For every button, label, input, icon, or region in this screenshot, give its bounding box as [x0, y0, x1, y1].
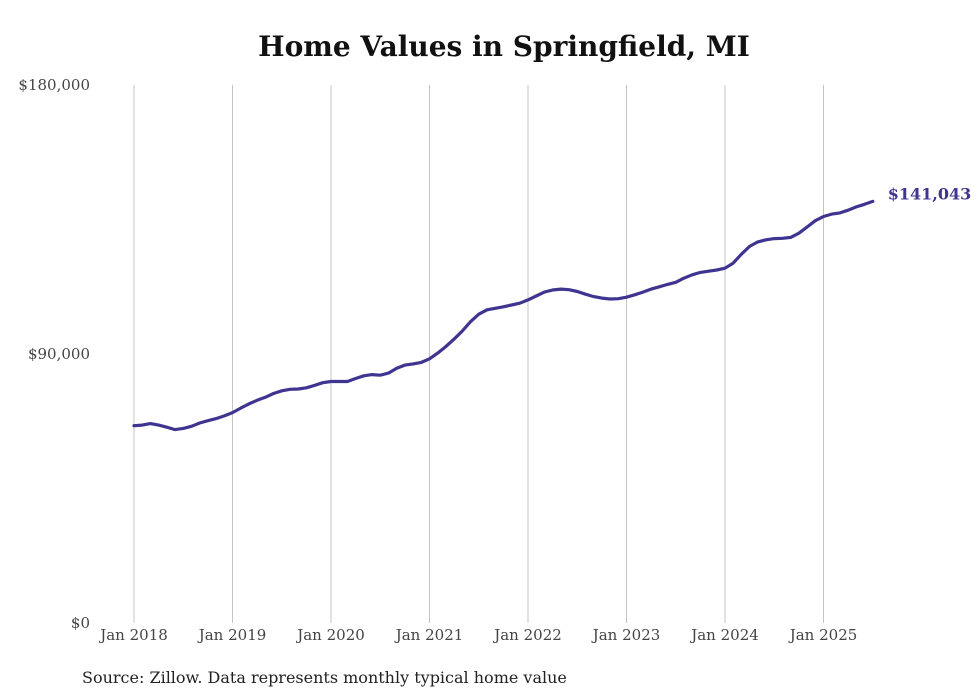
y-axis-tick-labels: $0 $90,000 $180,000: [18, 76, 90, 632]
x-axis-tick-labels: Jan 2018 Jan 2019 Jan 2020 Jan 2021 Jan 2022…: [98, 626, 857, 644]
y-tick-label: $0: [71, 614, 90, 632]
series-line: [132, 199, 875, 432]
x-tick-label: Jan 2019: [197, 626, 267, 644]
gridlines: [133, 85, 824, 623]
chart-title: Home Values in Springfield, MI: [258, 30, 750, 63]
x-tick-label: Jan 2022: [492, 626, 562, 644]
y-tick-label: $90,000: [28, 345, 90, 363]
x-tick-label: Jan 2021: [394, 626, 464, 644]
y-tick-label: $180,000: [18, 76, 90, 94]
x-tick-label: Jan 2018: [98, 626, 168, 644]
x-tick-label: Jan 2024: [689, 626, 759, 644]
x-tick-label: Jan 2023: [591, 626, 661, 644]
end-value-label: $141,043: [888, 184, 972, 203]
source-note: Source: Zillow. Data represents monthly …: [82, 668, 567, 687]
x-tick-label: Jan 2025: [788, 626, 858, 644]
x-tick-label: Jan 2020: [295, 626, 365, 644]
line-chart: $0$90,000$180,000 Jan 2018 Jan 2019 Jan 20…: [18, 76, 972, 644]
